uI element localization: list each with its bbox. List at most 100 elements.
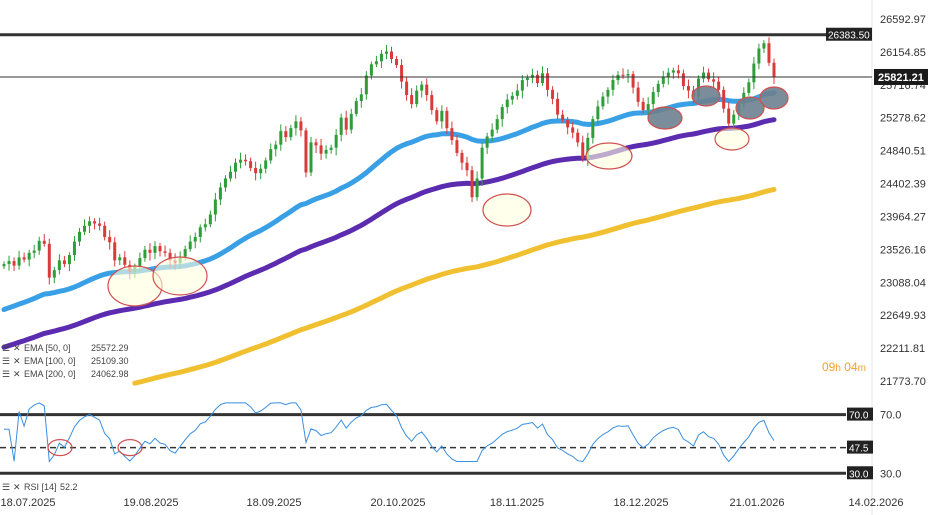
price-tick-label: 22211.81 xyxy=(880,343,925,355)
candle-bearish xyxy=(445,110,449,129)
candle-bullish xyxy=(334,134,338,148)
candle-bearish xyxy=(535,74,539,84)
rsi-lower-tag-label: 30.0 xyxy=(849,469,869,480)
candle-bearish xyxy=(395,59,399,66)
legend-ema100-label: EMA [100, 0] xyxy=(24,356,76,366)
legend-close-icon[interactable]: ✕ xyxy=(13,482,21,492)
candle-bearish xyxy=(641,101,645,111)
candle-bullish xyxy=(490,129,494,137)
candle-bullish xyxy=(7,261,11,265)
candle-bullish xyxy=(57,260,61,271)
annotation-layer xyxy=(0,33,872,307)
support-touch-ellipse xyxy=(691,85,721,107)
candle-bearish xyxy=(767,43,771,63)
resistance-tag-label: 26383.50 xyxy=(828,31,870,42)
candle-bullish xyxy=(420,84,424,91)
rsi-upper-tag-label: 70.0 xyxy=(849,411,869,422)
legend-row-ema200[interactable]: ☰ ✕ EMA [200, 0] 24062.98 xyxy=(2,369,129,379)
candle-bearish xyxy=(546,73,550,90)
candle-bullish xyxy=(72,241,76,256)
candle-bullish xyxy=(515,90,519,96)
candle-bullish xyxy=(259,168,263,174)
price-tick-label: 26154.85 xyxy=(880,47,926,59)
candle-bearish xyxy=(93,221,97,224)
legend-row-ema100[interactable]: ☰ ✕ EMA [100, 0] 25109.30 xyxy=(2,356,129,366)
candle-bullish xyxy=(138,258,142,267)
price-tick-label: 24402.39 xyxy=(880,179,926,191)
support-touch-ellipse xyxy=(585,142,633,170)
legend-icon: ☰ xyxy=(2,356,10,366)
legend-ema100-value: 25109.30 xyxy=(91,356,129,366)
candle-bearish xyxy=(631,74,635,88)
candle-bearish xyxy=(254,167,258,174)
candle-bearish xyxy=(556,98,560,115)
candle-bullish xyxy=(440,110,444,122)
candle-bullish xyxy=(349,113,353,130)
candle-bullish xyxy=(339,117,343,135)
candle-bullish xyxy=(118,257,122,261)
candle-bearish xyxy=(103,225,107,238)
candle-bearish xyxy=(636,87,640,102)
candle-bullish xyxy=(510,95,514,100)
legend-row-ema50[interactable]: ☰ ✕ EMA [50, 0] 25572.29 xyxy=(2,343,129,353)
candle-bearish xyxy=(455,140,459,153)
candle-bearish xyxy=(47,243,51,278)
legend-close-icon[interactable]: ✕ xyxy=(13,343,21,353)
candle-bullish xyxy=(274,144,278,150)
candle-bullish xyxy=(289,128,293,138)
date-tick-label: 14.02.2026 xyxy=(848,497,903,509)
candle-bullish xyxy=(480,147,484,179)
candle-bullish xyxy=(752,63,756,83)
rsi-line xyxy=(4,402,775,463)
candle-bullish xyxy=(611,80,615,90)
candle-bullish xyxy=(379,53,383,62)
rsi-mid-tag-label: 47.5 xyxy=(849,444,869,455)
candle-bullish xyxy=(228,171,232,179)
date-tick-label: 18.11.2025 xyxy=(490,497,544,509)
legend-icon: ☰ xyxy=(2,343,10,353)
candle-bearish xyxy=(284,131,288,138)
candle-bearish xyxy=(561,114,565,120)
candle-bullish xyxy=(747,82,751,93)
candle-bearish xyxy=(722,89,726,109)
candle-bullish xyxy=(279,131,283,145)
candle-bullish xyxy=(485,136,489,148)
candle-bullish xyxy=(596,106,600,120)
rsi-legend[interactable]: ☰ ✕ RSI [14] 52.2 xyxy=(2,482,78,492)
candle-bullish xyxy=(269,149,273,161)
candle-bullish xyxy=(505,99,509,108)
candle-bullish xyxy=(661,77,665,84)
rsi-upper-tag xyxy=(847,407,873,421)
candle-bearish xyxy=(450,128,454,141)
candle-bearish xyxy=(465,162,469,171)
price-tick-label: 24840.51 xyxy=(880,146,926,158)
date-tick-label: 20.10.2025 xyxy=(370,497,425,509)
candle-bearish xyxy=(400,65,404,82)
candle-bullish xyxy=(591,119,595,138)
candle-bullish xyxy=(495,119,499,130)
resistance-tag xyxy=(826,27,872,41)
legend-close-icon[interactable]: ✕ xyxy=(13,369,21,379)
candle-bullish xyxy=(500,107,504,120)
candles-layer xyxy=(2,37,776,285)
legend-ema200-label: EMA [200, 0] xyxy=(24,369,76,379)
candle-bearish xyxy=(163,251,167,253)
candle-bullish xyxy=(656,83,660,93)
candle-bearish xyxy=(727,108,731,124)
rsi-tick-label: 30.0 xyxy=(880,468,901,480)
candle-bullish xyxy=(143,249,147,259)
rsi-legend-value: 52.2 xyxy=(60,482,78,492)
candle-bullish xyxy=(309,142,313,173)
candle-bullish xyxy=(218,187,222,200)
support-touch-ellipse xyxy=(714,127,750,151)
legend-close-icon[interactable]: ✕ xyxy=(13,356,21,366)
axis-layer: 26592.9726154.8525716.7425278.6224840.51… xyxy=(0,14,928,509)
candle-bullish xyxy=(369,64,373,76)
price-tick-label: 22649.93 xyxy=(880,310,926,322)
candle-countdown: 09h 04m xyxy=(822,360,866,374)
candle-bullish xyxy=(83,225,87,232)
candle-bearish xyxy=(621,74,625,76)
candle-bullish xyxy=(475,178,479,198)
candle-bearish xyxy=(430,95,434,111)
